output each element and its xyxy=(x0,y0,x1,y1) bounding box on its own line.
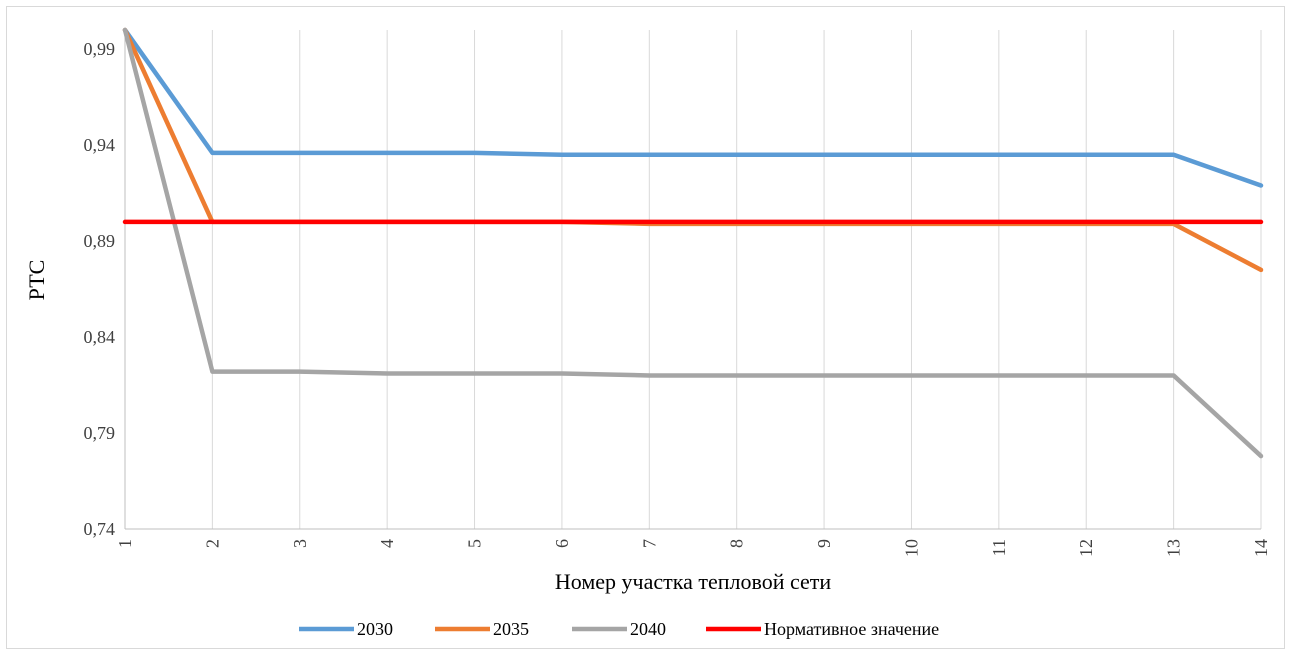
x-tick-label: 2 xyxy=(202,539,222,548)
x-tick-label: 11 xyxy=(989,539,1009,556)
legend-label: 2030 xyxy=(357,619,393,639)
x-tick-label: 1 xyxy=(115,539,135,548)
legend: 2030 2035 2040 Нормативное значение xyxy=(299,619,939,639)
series-line-2035 xyxy=(122,27,1264,273)
x-tick-label: 12 xyxy=(1076,539,1096,557)
x-tick-label: 5 xyxy=(465,539,485,548)
legend-label: Нормативное значение xyxy=(764,619,939,639)
y-tick-label: 0,79 xyxy=(84,423,116,443)
axes xyxy=(124,30,1261,530)
series-line-2030 xyxy=(122,27,1264,188)
x-tick-label: 14 xyxy=(1251,539,1271,557)
x-tick-label: 9 xyxy=(814,539,834,548)
x-tick-label: 10 xyxy=(901,539,921,557)
y-axis-title: РТС xyxy=(24,260,49,301)
x-tick-label: 7 xyxy=(639,539,659,548)
y-tick-label: 0,89 xyxy=(84,231,116,251)
series-lines xyxy=(122,27,1264,459)
y-tick-label: 0,84 xyxy=(84,327,116,347)
x-tick-label: 3 xyxy=(290,539,310,548)
chart-area xyxy=(6,6,1285,649)
x-tick-label: 8 xyxy=(727,539,747,548)
x-tick-label: 13 xyxy=(1164,539,1184,557)
grid-lines xyxy=(211,30,1262,529)
x-tick-label: 6 xyxy=(552,539,572,548)
y-tick-label: 0,94 xyxy=(84,135,116,155)
legend-label: 2040 xyxy=(630,619,666,639)
x-axis-title: Номер участка тепловой сети xyxy=(555,569,832,594)
y-tick-label: 0,74 xyxy=(84,519,116,539)
series-line-2040 xyxy=(122,27,1264,459)
x-tick-label: 4 xyxy=(377,539,397,548)
y-tick-label: 0,99 xyxy=(84,39,116,59)
x-tick-labels: 1 2 3 4 5 6 7 8 9 10 11 12 13 14 xyxy=(115,539,1271,557)
legend-label: 2035 xyxy=(493,619,529,639)
y-tick-labels: 0,74 0,79 0,84 0,89 0,94 0,99 xyxy=(84,39,116,539)
